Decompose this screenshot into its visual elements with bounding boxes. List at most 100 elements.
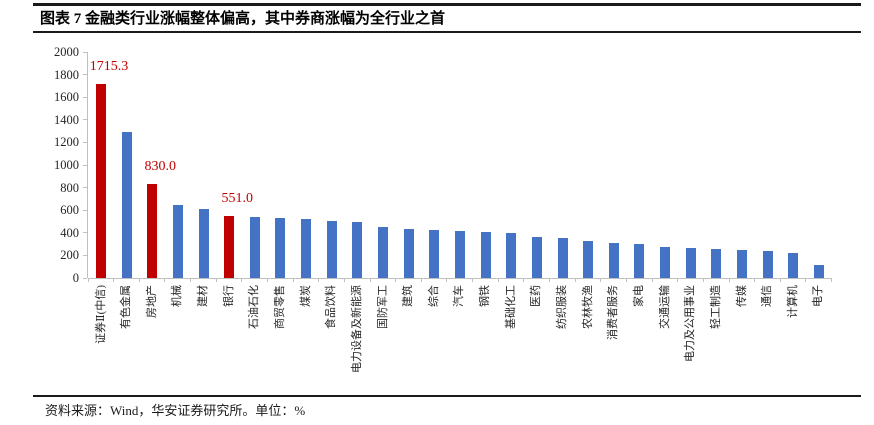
y-axis-label: 400 (60, 225, 79, 240)
y-axis-label: 600 (60, 203, 79, 218)
x-axis-label: 传媒 (735, 285, 748, 307)
bar (557, 238, 568, 278)
x-axis-label: 交通运输 (658, 285, 671, 329)
bar (224, 215, 235, 278)
x-axis-tick (831, 278, 833, 282)
x-axis-label: 钢铁 (479, 285, 492, 307)
bar (198, 209, 209, 278)
y-axis-label: 1800 (54, 67, 79, 82)
bar (788, 253, 799, 278)
x-axis-tick (651, 278, 653, 282)
x-axis-tick (523, 278, 525, 282)
y-axis-tick (83, 232, 87, 234)
bar (685, 248, 696, 278)
y-axis-label: 200 (60, 248, 79, 263)
y-axis-label: 1200 (54, 135, 79, 150)
bar (608, 242, 619, 278)
x-axis-tick (318, 278, 320, 282)
x-axis-tick (138, 278, 140, 282)
bar (96, 84, 106, 278)
x-axis-label: 食品饮料 (325, 285, 338, 329)
bar (403, 228, 414, 278)
x-axis-tick (343, 278, 345, 282)
x-axis-tick (472, 278, 474, 282)
x-axis-label: 国防军工 (376, 285, 389, 329)
x-axis-tick (190, 278, 192, 282)
bar (378, 227, 389, 278)
bar (531, 237, 542, 278)
x-axis-label: 通信 (761, 285, 774, 307)
bar (275, 217, 286, 278)
x-axis-label: 农林牧渔 (581, 285, 594, 329)
x-axis-label: 电力及公用事业 (684, 285, 697, 362)
x-axis-tick (754, 278, 756, 282)
x-axis-tick (549, 278, 551, 282)
bar-value-label: 1715.3 (89, 59, 129, 75)
x-axis-tick (395, 278, 397, 282)
y-axis-label: 1400 (54, 112, 79, 127)
y-axis-tick (83, 51, 87, 53)
footer-divider (33, 395, 861, 397)
bar (480, 232, 491, 278)
x-axis-tick (805, 278, 807, 282)
top-divider (33, 3, 861, 6)
x-axis-tick (446, 278, 448, 282)
bar (711, 248, 722, 278)
y-axis-tick (83, 74, 87, 76)
y-axis-tick (83, 119, 87, 121)
y-axis-tick (83, 96, 87, 98)
x-axis-tick (241, 278, 243, 282)
x-axis-tick (420, 278, 422, 282)
source-note: 资料来源：Wind，华安证券研究所。单位：% (45, 403, 306, 418)
bar (762, 251, 773, 278)
x-axis-label: 机械 (171, 285, 184, 307)
bar-value-label: 830.0 (144, 159, 177, 175)
y-axis-label: 800 (60, 180, 79, 195)
x-axis-tick (497, 278, 499, 282)
x-axis-tick (702, 278, 704, 282)
x-axis-label: 消费者服务 (607, 285, 620, 340)
y-axis-tick (83, 141, 87, 143)
y-axis-line (87, 52, 88, 278)
x-axis-label: 汽车 (453, 285, 466, 307)
x-axis-label: 纺织服装 (556, 285, 569, 329)
x-axis-label: 计算机 (786, 285, 799, 318)
y-axis-tick (83, 254, 87, 256)
x-axis-tick (625, 278, 627, 282)
bar (660, 247, 671, 278)
x-axis-tick (292, 278, 294, 282)
x-axis-tick (574, 278, 576, 282)
x-axis-label: 医药 (530, 285, 543, 307)
x-axis-label: 电力设备及新能源 (350, 285, 363, 373)
x-axis-line (88, 277, 832, 279)
y-axis-label: 2000 (54, 45, 79, 59)
x-axis-tick (113, 278, 115, 282)
bar (429, 230, 440, 278)
x-axis-label: 银行 (222, 285, 235, 307)
x-axis-label: 电子 (812, 285, 825, 307)
y-axis-label: 1000 (54, 158, 79, 172)
x-axis-label: 家电 (632, 285, 645, 307)
x-axis-tick (369, 278, 371, 282)
bar (301, 219, 312, 278)
bar (352, 221, 363, 278)
bar (737, 249, 747, 278)
bar (326, 220, 337, 278)
bar (634, 244, 645, 278)
x-axis-label: 石油石化 (248, 285, 261, 329)
x-axis-tick (266, 278, 268, 282)
x-axis-tick (728, 278, 730, 282)
y-axis-tick (83, 209, 87, 211)
x-axis-label: 建筑 (402, 285, 415, 307)
bar (454, 231, 465, 278)
bar (172, 204, 183, 278)
x-axis-tick (87, 278, 89, 282)
y-axis-tick (83, 187, 87, 189)
x-axis-label: 房地产 (145, 285, 158, 318)
bar (813, 264, 824, 278)
x-axis-tick (600, 278, 602, 282)
x-axis-label: 轻工制造 (709, 285, 722, 329)
x-axis-label: 证券Ⅱ(中信) (94, 285, 107, 344)
bar (506, 232, 517, 278)
